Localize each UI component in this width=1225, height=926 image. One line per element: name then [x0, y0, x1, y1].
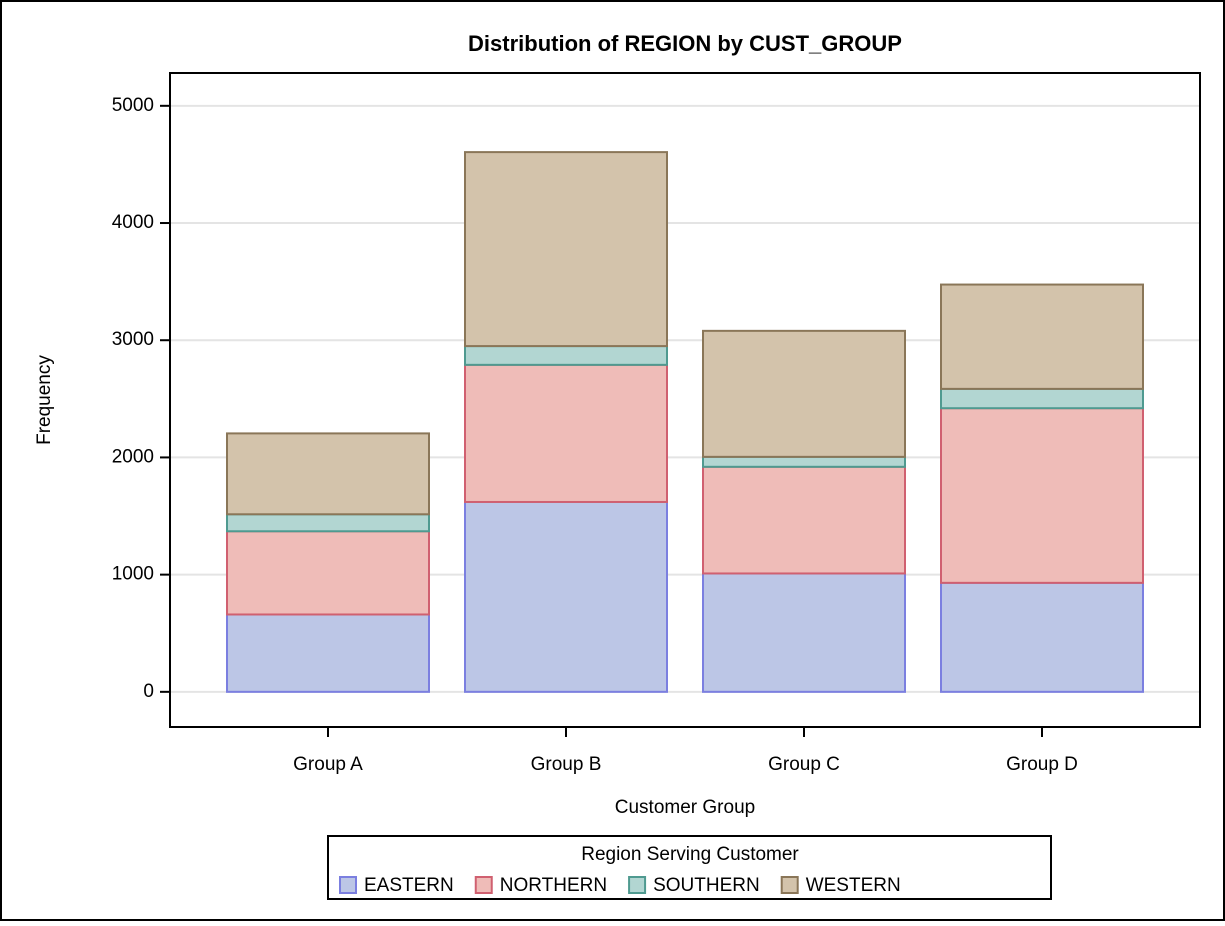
- bar-segment: [940, 387, 1144, 410]
- x-tick-label: Group B: [531, 754, 602, 775]
- legend-label: NORTHERN: [500, 875, 607, 896]
- x-tick-label: Group A: [293, 754, 363, 775]
- bar-segment: [940, 283, 1144, 390]
- legend-title: Region Serving Customer: [581, 844, 799, 865]
- legend-swatch: [780, 876, 799, 894]
- bar-segment: [464, 345, 668, 366]
- x-axis-label: Customer Group: [615, 797, 755, 818]
- y-tick-label: 4000: [112, 212, 154, 233]
- y-tick-label: 0: [143, 681, 154, 702]
- y-tick-label: 3000: [112, 329, 154, 350]
- legend-swatch: [474, 876, 493, 894]
- bar-segment: [702, 572, 906, 693]
- bar-segment: [226, 513, 430, 533]
- legend-box: [327, 835, 1052, 900]
- legend-swatch: [628, 876, 647, 894]
- y-axis-label: Frequency: [34, 355, 55, 445]
- plot-frame: [169, 72, 1201, 728]
- bar-segment: [464, 151, 668, 348]
- bar-segment: [464, 363, 668, 503]
- chart-title: Distribution of REGION by CUST_GROUP: [468, 31, 902, 56]
- x-tick-label: Group C: [768, 754, 840, 775]
- bar-segment: [940, 581, 1144, 693]
- bar-segment: [702, 455, 906, 468]
- legend-label: EASTERN: [364, 875, 454, 896]
- bar-segment: [702, 329, 906, 458]
- y-tick-label: 5000: [112, 95, 154, 116]
- bar-segment: [702, 465, 906, 575]
- bar-segment: [940, 407, 1144, 584]
- legend-label: WESTERN: [806, 875, 901, 896]
- bar-segment: [226, 530, 430, 616]
- bar-segment: [464, 500, 668, 693]
- bar-segment: [226, 613, 430, 693]
- x-tick-label: Group D: [1006, 754, 1078, 775]
- bar-segment: [226, 432, 430, 516]
- y-tick-label: 2000: [112, 446, 154, 467]
- legend-swatch: [339, 876, 357, 894]
- legend-label: SOUTHERN: [653, 875, 760, 896]
- y-tick-label: 1000: [112, 564, 154, 585]
